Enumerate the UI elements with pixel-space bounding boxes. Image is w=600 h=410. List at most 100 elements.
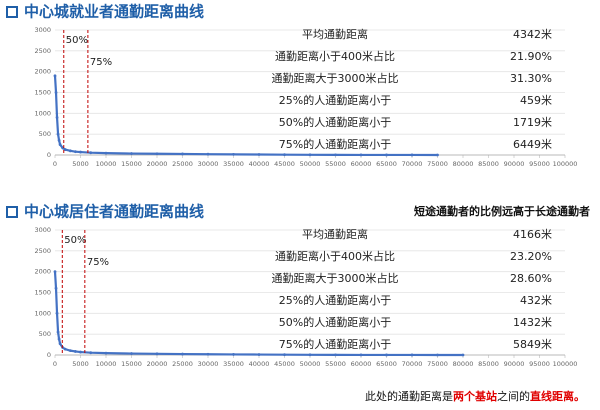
x-tick-label: 0 xyxy=(53,160,57,168)
x-tick-label: 85000 xyxy=(478,160,499,168)
data-point xyxy=(55,116,59,119)
data-point xyxy=(54,91,58,94)
stat-label: 50%的人通勤距离小于 xyxy=(279,315,391,329)
data-point xyxy=(68,149,72,153)
data-point xyxy=(232,353,235,356)
x-tick-label: 20000 xyxy=(147,360,168,368)
data-point xyxy=(155,152,159,156)
x-tick-label: 30000 xyxy=(198,160,219,168)
stat-value: 1719米 xyxy=(513,116,552,129)
x-tick-label: 85000 xyxy=(478,360,499,368)
data-point xyxy=(53,270,57,274)
percentile-label: 75% xyxy=(90,57,112,68)
x-tick-label: 40000 xyxy=(249,160,270,168)
x-tick-label: 40000 xyxy=(249,360,270,368)
stat-label: 75%的人通勤距离小于 xyxy=(279,337,391,351)
stat-value: 459米 xyxy=(520,94,552,107)
footnote-part: 此处的通勤距离是 xyxy=(365,389,453,403)
x-tick-label: 95000 xyxy=(529,360,550,368)
x-tick-label: 60000 xyxy=(351,160,372,168)
x-tick-label: 5000 xyxy=(72,160,89,168)
x-tick-label: 35000 xyxy=(223,160,244,168)
stat-value: 21.90% xyxy=(510,50,552,63)
x-tick-label: 90000 xyxy=(504,360,525,368)
title-bullet xyxy=(6,6,18,18)
percentile-label: 50% xyxy=(66,35,88,46)
data-point xyxy=(104,351,108,355)
x-tick-label: 60000 xyxy=(351,360,372,368)
x-tick-label: 55000 xyxy=(325,160,346,168)
x-tick-label: 5000 xyxy=(72,360,89,368)
title-bullet xyxy=(6,206,18,218)
stat-value: 28.60% xyxy=(510,272,552,285)
x-tick-label: 10000 xyxy=(96,160,117,168)
data-point xyxy=(206,352,210,356)
data-point xyxy=(56,330,60,334)
y-tick-label: 500 xyxy=(39,130,51,138)
x-tick-label: 55000 xyxy=(325,360,346,368)
x-tick-label: 20000 xyxy=(147,160,168,168)
data-point xyxy=(155,352,159,356)
stat-label: 平均通勤距离 xyxy=(302,27,368,41)
x-tick-label: 50000 xyxy=(300,160,321,168)
x-tick-label: 65000 xyxy=(376,360,397,368)
stat-label: 75%的人通勤距离小于 xyxy=(279,137,391,151)
x-tick-label: 15000 xyxy=(121,160,142,168)
data-point xyxy=(130,352,133,355)
footnote-part: 两个基站 xyxy=(453,389,497,403)
data-point xyxy=(181,152,184,156)
percentile-label: 50% xyxy=(64,235,86,246)
data-point xyxy=(57,139,61,142)
x-tick-label: 100000 xyxy=(553,360,578,368)
y-tick-label: 3000 xyxy=(34,26,51,34)
y-tick-label: 2000 xyxy=(34,268,51,276)
data-point xyxy=(55,311,59,315)
footnote: 此处的通勤距离是两个基站之间的直线距离。 xyxy=(365,389,585,403)
x-tick-label: 25000 xyxy=(172,360,193,368)
data-point xyxy=(89,351,93,355)
x-tick-label: 90000 xyxy=(504,160,525,168)
x-tick-label: 65000 xyxy=(376,160,397,168)
chart-title: 中心城居住者通勤距离曲线 xyxy=(24,203,204,221)
y-tick-label: 1000 xyxy=(34,309,51,317)
data-point xyxy=(53,74,57,78)
data-point xyxy=(68,349,72,353)
stat-value: 23.20% xyxy=(510,250,552,263)
x-tick-label: 25000 xyxy=(172,160,193,168)
x-tick-label: 80000 xyxy=(453,360,474,368)
stat-value: 4342米 xyxy=(513,28,552,41)
data-point xyxy=(74,350,77,353)
headline: 短途通勤者的比例远高于长途通勤者 xyxy=(414,204,590,218)
x-tick-label: 80000 xyxy=(453,160,474,168)
x-tick-label: 30000 xyxy=(198,360,219,368)
x-tick-label: 45000 xyxy=(274,160,295,168)
x-tick-label: 45000 xyxy=(274,360,295,368)
stat-value: 4166米 xyxy=(513,228,552,241)
footnote-part: 之间的 xyxy=(497,389,530,403)
stat-value: 6449米 xyxy=(513,138,552,151)
y-tick-label: 1000 xyxy=(34,109,51,117)
stat-label: 25%的人通勤距离小于 xyxy=(279,93,391,107)
data-point xyxy=(130,152,133,155)
x-tick-label: 50000 xyxy=(300,360,321,368)
data-point xyxy=(385,353,388,357)
stat-value: 432米 xyxy=(520,294,552,307)
x-tick-label: 75000 xyxy=(427,360,448,368)
data-point xyxy=(58,342,62,346)
stat-value: 31.30% xyxy=(510,72,552,85)
data-point xyxy=(104,151,108,155)
x-tick-label: 100000 xyxy=(553,160,578,168)
data-point xyxy=(63,347,67,351)
data-point xyxy=(89,151,93,155)
data-point xyxy=(58,143,62,146)
data-point xyxy=(385,153,388,157)
stat-label: 平均通勤距离 xyxy=(302,227,368,241)
data-point xyxy=(57,337,61,341)
x-tick-label: 10000 xyxy=(96,360,117,368)
y-tick-label: 3000 xyxy=(34,226,51,234)
data-point xyxy=(206,152,210,156)
data-point xyxy=(257,153,261,156)
y-tick-label: 2500 xyxy=(34,47,51,55)
y-tick-label: 1500 xyxy=(34,89,51,97)
